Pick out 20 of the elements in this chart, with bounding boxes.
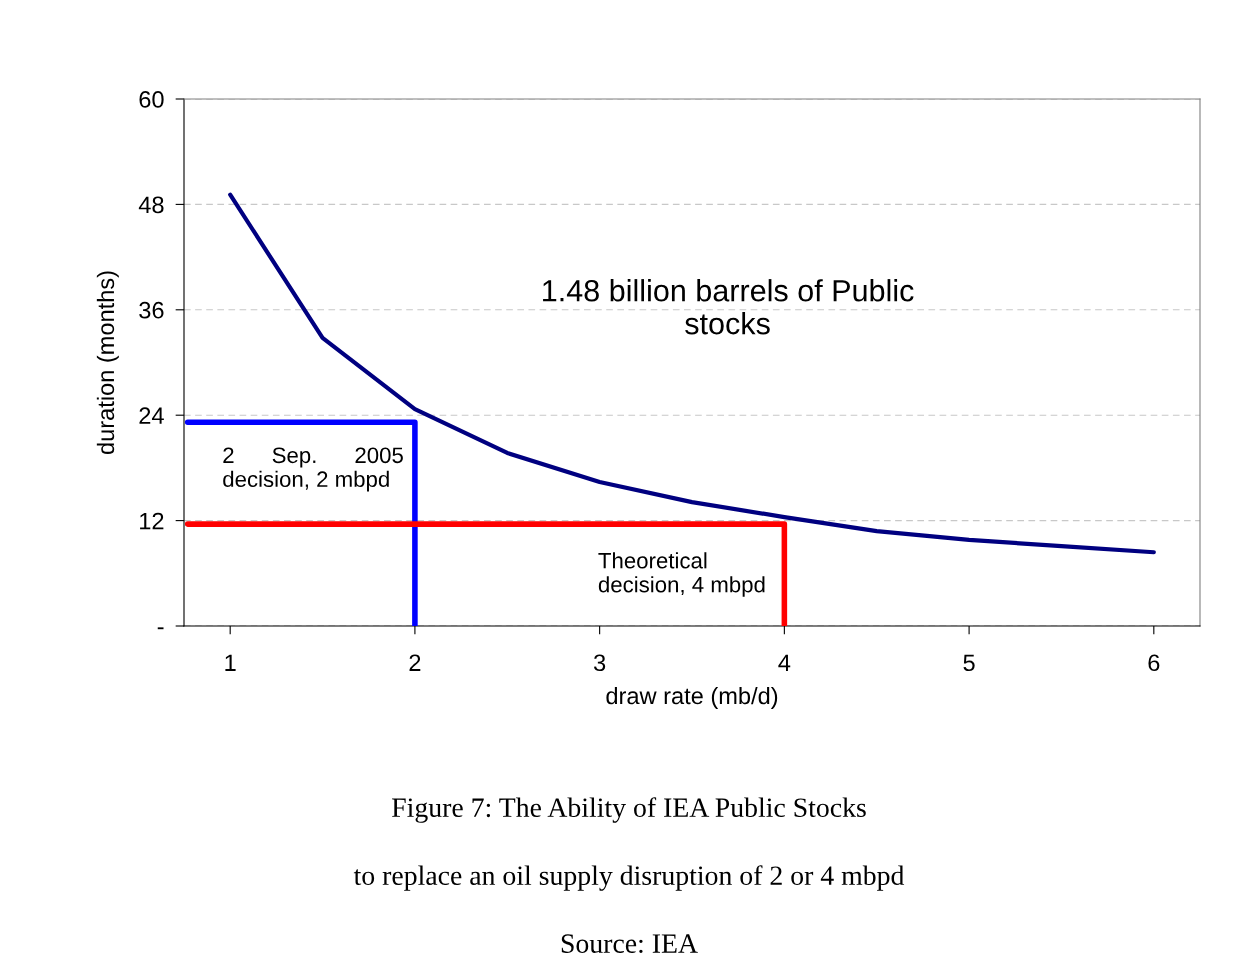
x-tick-label: 1	[225, 654, 236, 671]
annotation: Theoretical decision, 4 mbpd	[598, 552, 765, 597]
y-tick-label: 48	[138, 196, 164, 214]
y-tick-label: 36	[139, 301, 164, 319]
y-tick-label: 60	[139, 91, 164, 108]
text: to replace an oil supply disruption of 2 or 4 mbpd	[353, 865, 905, 891]
y-tick-label: -	[157, 627, 164, 630]
x-tick-label: 5	[963, 654, 975, 672]
y-tick-label: 24	[139, 407, 164, 424]
annotation: 1.48 billion barrels of Public stocks	[543, 279, 914, 335]
caption: Figure 7: The Ability of IEA Public Stocks	[392, 797, 866, 823]
x-axis-title: draw rate (mb/d)	[606, 686, 778, 709]
x-tick-label: 3	[593, 654, 606, 672]
y-axis-title: duration (months)	[96, 271, 119, 455]
y-tick-label: 12	[140, 512, 164, 530]
annotation: 2 Sep. 2005 decision, 2 mbpd	[223, 447, 403, 492]
x-tick-label: 6	[1148, 654, 1160, 672]
source-note: Source: IEA	[561, 934, 698, 954]
x-tick-label: 4	[778, 654, 791, 671]
x-tick-label: 2	[409, 654, 421, 671]
